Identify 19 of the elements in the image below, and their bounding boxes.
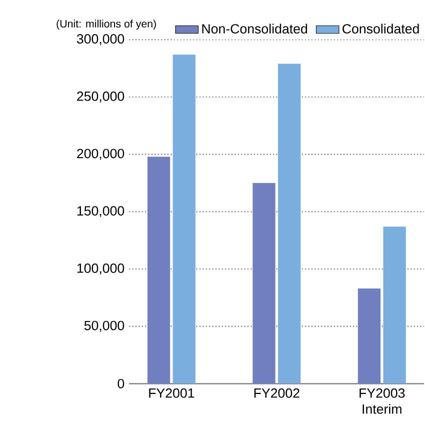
y-tick-label: 300,000 bbox=[76, 34, 124, 46]
bar bbox=[147, 156, 170, 384]
y-tick-label: 150,000 bbox=[77, 206, 124, 218]
x-tick-label: FY2001 bbox=[149, 388, 194, 398]
y-axis-title: (Unit: millions of yen) bbox=[56, 20, 156, 30]
bar bbox=[358, 288, 381, 384]
y-tick-label: 250,000 bbox=[77, 92, 124, 103]
x-tick-label: FY2003 Interim bbox=[360, 388, 405, 414]
bar bbox=[252, 183, 276, 384]
legend-label: Non-Consolidated bbox=[202, 24, 308, 34]
y-tick-label: 200,000 bbox=[77, 148, 124, 160]
bar bbox=[383, 226, 406, 384]
bar bbox=[172, 54, 196, 384]
y-tick-label: 100,000 bbox=[77, 263, 124, 275]
y-tick-label: 50,000 bbox=[84, 320, 124, 332]
x-tick-label: FY2002 bbox=[254, 388, 300, 398]
y-tick-label: 0 bbox=[118, 378, 124, 388]
legend-label: Consolidated bbox=[342, 24, 419, 34]
bar bbox=[278, 64, 301, 384]
